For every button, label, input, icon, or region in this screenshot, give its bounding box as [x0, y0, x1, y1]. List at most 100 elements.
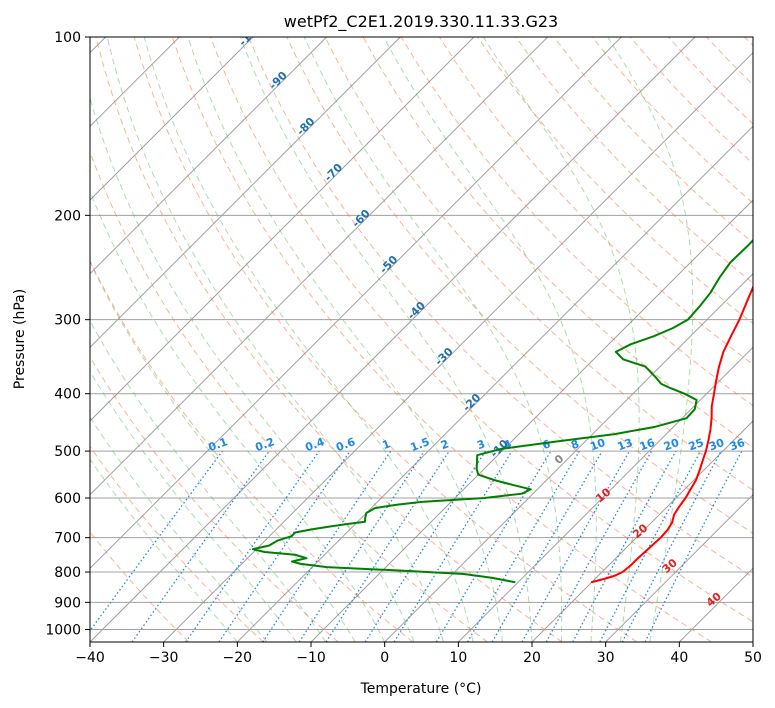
dry-adiabat — [171, 37, 712, 642]
mixing-ratio-label: 0.2 — [253, 435, 276, 454]
y-tick-label: 500 — [54, 444, 81, 460]
y-tick-label: 700 — [54, 531, 81, 547]
y-tick-label: 600 — [54, 491, 81, 507]
mixing-ratio-label: 36 — [728, 436, 747, 454]
y-tick-label: 200 — [54, 208, 81, 224]
isotherm-label: -100 — [236, 20, 265, 49]
plot-background — [90, 37, 753, 642]
mixing-ratio-line — [545, 450, 653, 642]
mixing-ratio-label: 16 — [638, 436, 657, 454]
moist-adiabat — [482, 37, 640, 642]
mixing-ratio-label: 1 — [380, 437, 392, 452]
isotherm-line — [531, 420, 753, 642]
y-tick-label: 800 — [54, 565, 81, 581]
dry-adiabat — [210, 37, 753, 623]
moist-adiabat — [90, 189, 386, 642]
moist-adiabat — [383, 37, 597, 642]
moist-adiabat — [607, 37, 694, 642]
y-tick-label: 1000 — [45, 622, 81, 638]
x-tick-label: 10 — [449, 650, 467, 666]
mixing-ratio-line — [131, 450, 270, 642]
mixing-ratio-line — [572, 450, 677, 642]
x-tick-label: 40 — [670, 650, 688, 666]
x-tick-label: 0 — [380, 650, 389, 666]
mixing-ratio-line — [262, 450, 392, 642]
mixing-ratio-label: 30 — [707, 436, 726, 454]
dry-adiabat — [133, 37, 638, 642]
moist-adiabat — [143, 37, 474, 642]
mixing-ratio-label: 2 — [439, 437, 451, 452]
y-tick-label: 100 — [54, 30, 81, 46]
mixing-ratio-line — [393, 450, 513, 642]
isotherm-line — [90, 37, 696, 642]
dry-adiabat — [324, 37, 753, 491]
isotherm-line — [90, 37, 549, 496]
mixing-ratio-label: 1.5 — [409, 435, 432, 454]
isotherm-line — [236, 125, 753, 642]
dry-adiabat — [286, 37, 753, 534]
x-tick-label: 20 — [523, 650, 541, 666]
isotherm-line — [384, 272, 753, 642]
mixing-ratio-label: 25 — [687, 436, 706, 453]
dry-adiabat — [515, 37, 753, 284]
mixing-ratio-label: 0.6 — [334, 435, 357, 454]
chart-title: wetPf2_C2E1.2019.330.11.33.G23 — [284, 12, 558, 32]
mixing-ratio-line — [644, 450, 743, 642]
dewpoint-profile-line — [251, 238, 753, 584]
x-tick-label: −40 — [75, 650, 105, 666]
mixing-ratio-label: 0.4 — [303, 435, 326, 454]
mixing-ratio-label: 3 — [475, 437, 487, 452]
mixing-ratio-label: 0.1 — [207, 435, 230, 454]
profile-series — [251, 238, 753, 584]
moist-adiabat — [187, 37, 504, 642]
mixing-ratio-label: 10 — [588, 436, 607, 454]
moist-adiabat — [303, 37, 563, 642]
y-tick-label: 300 — [54, 313, 81, 329]
x-tick-label: 30 — [597, 650, 615, 666]
isotherm-line — [90, 37, 328, 275]
axis-ticks: −40 −30 −20 −10 0 10 20 30 40 5010020030040050060… — [45, 30, 762, 666]
isotherm-line — [163, 51, 753, 642]
x-tick-label: −20 — [223, 650, 253, 666]
isotherm-line — [457, 346, 753, 642]
moist-adiabat — [90, 416, 268, 642]
y-tick-label: 400 — [54, 387, 81, 403]
x-tick-label: 50 — [744, 650, 762, 666]
moist-adiabat — [90, 96, 415, 642]
moist-adiabat — [90, 260, 356, 642]
mixing-ratio-label: 13 — [616, 436, 635, 453]
dry-adiabat — [95, 37, 563, 642]
dry-adiabat — [90, 356, 339, 642]
background-reference-lines — [90, 37, 753, 642]
mixing-ratio-label: 8 — [569, 437, 581, 452]
contour-labels: 0.10.20.40.611.52346810131620253036-100-… — [207, 20, 747, 610]
mixing-ratio-label: 20 — [662, 436, 681, 454]
mixing-ratio-line — [185, 450, 320, 642]
moist-adiabat — [90, 458, 238, 642]
temperature-profile-line — [590, 284, 753, 584]
y-axis-label: Pressure (hPa) — [12, 289, 28, 389]
isotherm-line — [605, 493, 753, 642]
mixing-ratio-label: 4 — [502, 437, 514, 452]
isotherm-line — [90, 37, 254, 201]
plot-frame — [89, 36, 754, 643]
mixing-ratio-line — [521, 450, 631, 642]
mixing-ratio-line — [218, 450, 351, 642]
dry-adiabat — [248, 37, 753, 578]
mixing-ratio-line — [325, 450, 450, 642]
moist-adiabat — [106, 37, 445, 642]
mixing-ratio-label: 6 — [541, 437, 553, 452]
dry-adiabat — [90, 259, 414, 642]
x-axis-label: Temperature (°C) — [360, 681, 482, 697]
isotherm-line — [90, 37, 622, 570]
mixing-ratio-line — [298, 450, 425, 642]
isotherm-line — [90, 37, 401, 349]
moist-adiabat — [90, 370, 297, 642]
x-tick-label: −10 — [296, 650, 326, 666]
isotherm-line — [90, 37, 475, 422]
mixing-ratio-line — [90, 450, 223, 632]
dry-adiabat — [90, 445, 264, 642]
moist-adiabat — [90, 319, 327, 642]
y-tick-label: 900 — [54, 595, 81, 611]
x-tick-label: −30 — [149, 650, 179, 666]
